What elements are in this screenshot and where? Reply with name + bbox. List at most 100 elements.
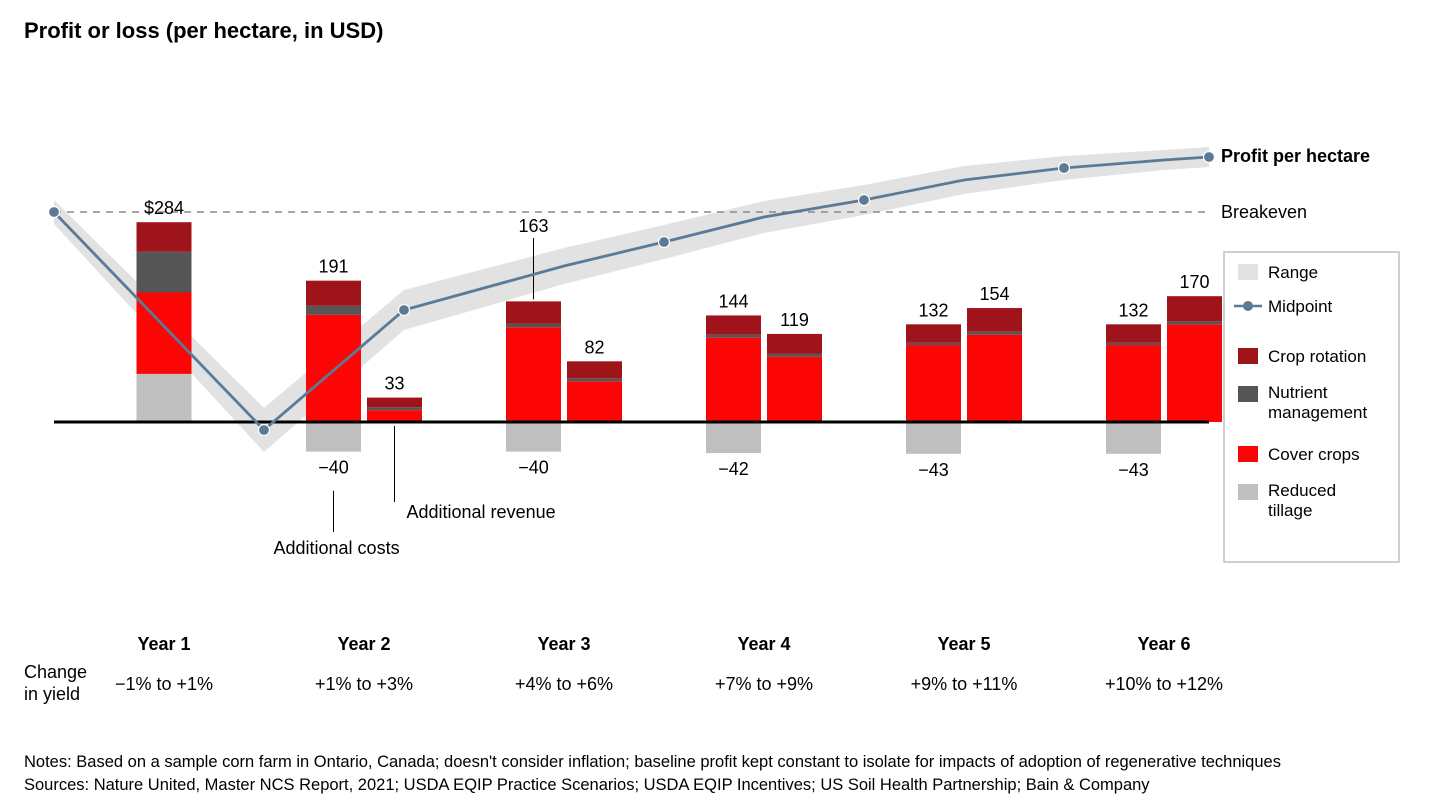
bar-label: 132 (918, 300, 948, 320)
bar-label: 33 (384, 374, 404, 394)
legend-range: Range (1268, 263, 1318, 282)
bar-nutrient_mgmt (967, 332, 1022, 335)
bar-nutrient_mgmt (906, 343, 961, 345)
legend-crop_rotation: Crop rotation (1268, 347, 1366, 366)
bar-crop_rotation (706, 315, 761, 334)
bar-label: 119 (780, 310, 809, 330)
legend-midpoint: Midpoint (1268, 297, 1333, 316)
sources-line: Sources: Nature United, Master NCS Repor… (24, 774, 1281, 796)
bar-neg-label: −40 (518, 458, 549, 478)
range-band (54, 147, 1209, 452)
midpoint-marker (1204, 152, 1215, 163)
bar-neg-label: −40 (318, 458, 349, 478)
bar-label: 82 (584, 337, 604, 357)
bar-crop_rotation (1106, 324, 1161, 343)
bar-nutrient_mgmt (1106, 343, 1161, 345)
legend-nutrient_mgmt: Nutrient (1268, 383, 1328, 402)
breakeven-label: Breakeven (1221, 202, 1307, 222)
midpoint-marker (659, 237, 670, 248)
legend-swatch-range (1238, 264, 1258, 280)
bar-neg (506, 422, 561, 452)
bar-neg-label: −42 (718, 459, 749, 479)
bar-crop_rotation (567, 361, 622, 378)
bar-crop_rotation (906, 324, 961, 343)
bar-cover_crops (506, 327, 561, 422)
legend-cover_crops: Cover crops (1268, 445, 1360, 464)
yield-range: +7% to +9% (715, 674, 813, 694)
midpoint-marker (259, 425, 270, 436)
yield-range: −1% to +1% (115, 674, 213, 694)
bar-neg-label: −43 (918, 460, 949, 480)
year-label: Year 3 (537, 634, 590, 654)
bar-neg (306, 422, 361, 452)
legend-swatch-nutrient_mgmt (1238, 386, 1258, 402)
footnotes: Notes: Based on a sample corn farm in On… (24, 751, 1281, 796)
anno-additional-costs: Additional costs (274, 538, 400, 558)
midpoint-marker (399, 305, 410, 316)
bar-nutrient_mgmt (706, 335, 761, 338)
bar-crop_rotation (1167, 296, 1222, 321)
bar-nutrient_mgmt (137, 252, 192, 293)
bar-cover_crops (767, 357, 822, 422)
bar-crop_rotation (967, 308, 1022, 332)
bar-nutrient_mgmt (767, 354, 822, 357)
page-root: Profit or loss (per hectare, in USD) $28… (0, 0, 1440, 810)
bar-crop_rotation (137, 222, 192, 252)
bar-crop_rotation (306, 281, 361, 306)
legend-swatch-reduced_tillage (1238, 484, 1258, 500)
profit-label: Profit per hectare (1221, 146, 1370, 166)
bar-neg (706, 422, 761, 453)
midpoint-marker (859, 195, 870, 206)
bar-cover_crops (367, 410, 422, 422)
yield-range: +9% to +11% (911, 674, 1018, 694)
legend-swatch-cover_crops (1238, 446, 1258, 462)
bar-nutrient_mgmt (367, 407, 422, 410)
bar-label: 144 (718, 291, 748, 311)
bar-crop_rotation (367, 398, 422, 408)
bar-label: 191 (318, 257, 348, 277)
bar-neg-label: −43 (1118, 460, 1149, 480)
legend-nutrient_mgmt-2: management (1268, 403, 1368, 422)
bar-label: 163 (518, 216, 548, 236)
bar-label: 170 (1179, 272, 1209, 292)
bar-neg (906, 422, 961, 454)
yield-row-label-1: Change (24, 662, 87, 682)
bar-label: 132 (1118, 300, 1148, 320)
midpoint-marker (1059, 163, 1070, 174)
bar-cover_crops (706, 338, 761, 422)
chart-svg: $284 191 33 −40 163 82 −40 144 119 −42 132 154 −43 13… (24, 72, 1416, 772)
anno-additional-revenue: Additional revenue (407, 502, 556, 522)
chart-container: $284 191 33 −40 163 82 −40 144 119 −42 132 154 −43 13… (24, 72, 1416, 632)
bar-crop_rotation (767, 334, 822, 354)
bar-cover_crops (567, 381, 622, 422)
legend-reduced_tillage-2: tillage (1268, 501, 1312, 520)
notes-line: Notes: Based on a sample corn farm in On… (24, 751, 1281, 773)
bar-nutrient_mgmt (1167, 321, 1222, 324)
yield-range: +1% to +3% (315, 674, 413, 694)
year-label: Year 5 (937, 634, 990, 654)
year-label: Year 6 (1137, 634, 1190, 654)
midpoint-marker (49, 207, 60, 218)
yield-range: +10% to +12% (1105, 674, 1223, 694)
legend-marker-midpoint (1243, 301, 1253, 311)
bar-cover_crops (1106, 345, 1161, 422)
bar-crop_rotation (506, 301, 561, 323)
yield-row-label-2: in yield (24, 684, 80, 704)
year-label: Year 4 (737, 634, 790, 654)
bar-cover_crops (906, 345, 961, 422)
bar-neg (1106, 422, 1161, 454)
bar-cover_crops (306, 315, 361, 422)
legend-reduced_tillage: Reduced (1268, 481, 1336, 500)
bar-label: 154 (979, 284, 1009, 304)
bar-cover_crops (967, 335, 1022, 422)
year-label: Year 1 (137, 634, 190, 654)
year-label: Year 2 (337, 634, 390, 654)
chart-title: Profit or loss (per hectare, in USD) (24, 18, 1416, 44)
bar-reduced_tillage (137, 374, 192, 422)
bar-nutrient_mgmt (306, 306, 361, 315)
bar-cover_crops (1167, 324, 1222, 422)
bar-nutrient_mgmt (506, 324, 561, 328)
bar-nutrient_mgmt (567, 378, 622, 381)
bar-label: $284 (144, 198, 184, 218)
yield-range: +4% to +6% (515, 674, 613, 694)
